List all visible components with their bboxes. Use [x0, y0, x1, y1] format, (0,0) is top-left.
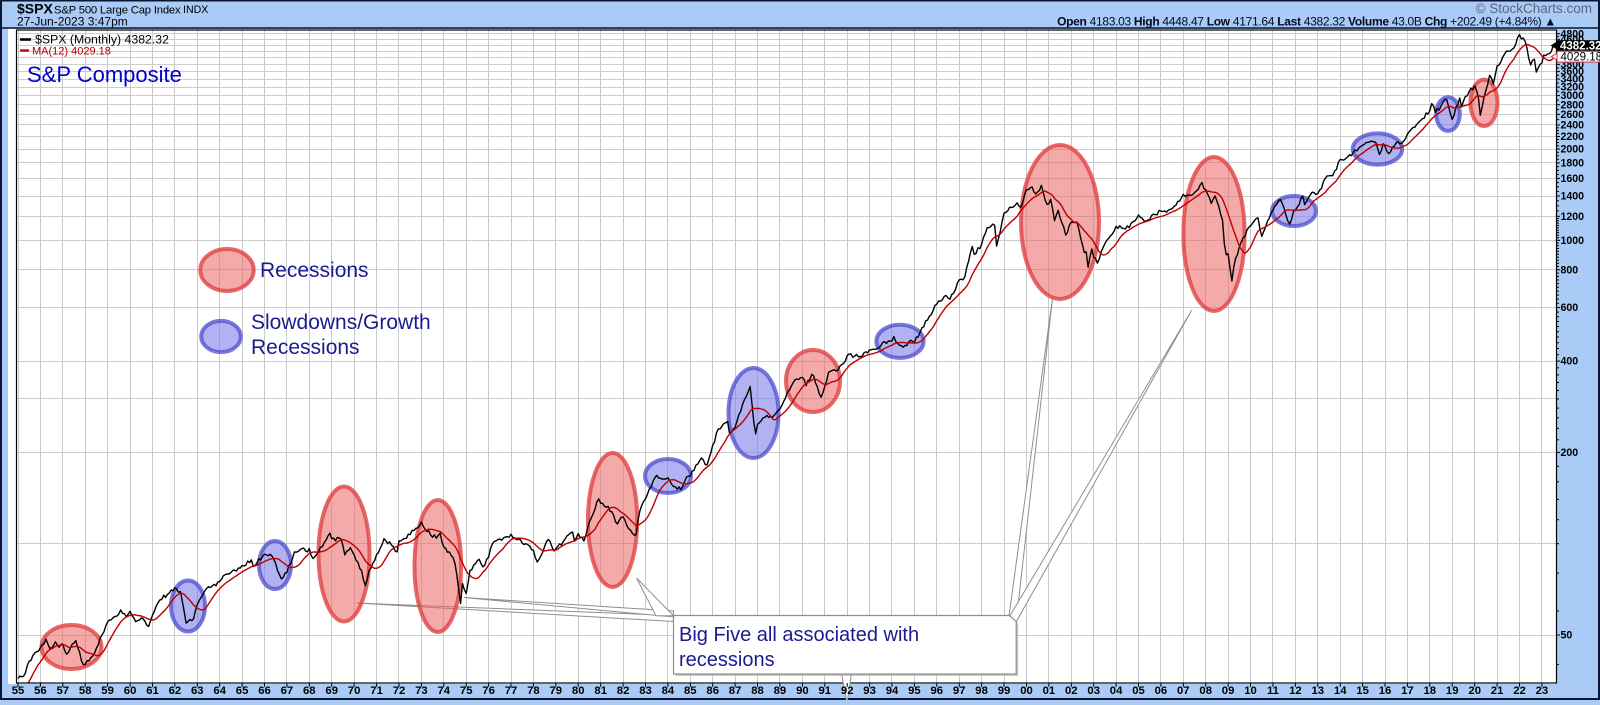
svg-text:S&P Composite: S&P Composite [27, 62, 182, 87]
svg-text:91: 91 [819, 685, 832, 697]
svg-text:2200: 2200 [1561, 131, 1585, 143]
svg-text:200: 200 [1561, 447, 1579, 459]
svg-text:Recessions: Recessions [251, 336, 360, 359]
svg-text:Slowdowns/Growth: Slowdowns/Growth [251, 311, 431, 334]
svg-text:05: 05 [1132, 685, 1145, 697]
svg-text:66: 66 [258, 685, 271, 697]
svg-text:1800: 1800 [1561, 158, 1585, 170]
svg-text:72: 72 [393, 685, 406, 697]
svg-text:Big Five all associated with: Big Five all associated with [679, 624, 919, 646]
svg-text:17: 17 [1401, 685, 1414, 697]
svg-text:00: 00 [1020, 685, 1033, 697]
svg-text:MA(12) 4029.18: MA(12) 4029.18 [32, 45, 111, 57]
svg-text:55: 55 [12, 685, 25, 697]
svg-text:60: 60 [124, 685, 137, 697]
svg-text:80: 80 [572, 685, 585, 697]
svg-text:74: 74 [438, 685, 451, 697]
svg-text:61: 61 [146, 685, 159, 697]
svg-text:87: 87 [729, 685, 742, 697]
svg-text:10: 10 [1244, 685, 1257, 697]
svg-text:09: 09 [1222, 685, 1235, 697]
svg-text:56: 56 [34, 685, 47, 697]
svg-text:04: 04 [1110, 685, 1123, 697]
svg-text:71: 71 [370, 685, 383, 697]
svg-text:1200: 1200 [1561, 211, 1585, 223]
svg-text:21: 21 [1491, 685, 1504, 697]
svg-text:1400: 1400 [1561, 191, 1585, 203]
svg-text:1000: 1000 [1561, 235, 1585, 247]
svg-text:65: 65 [236, 685, 249, 697]
svg-text:70: 70 [348, 685, 361, 697]
svg-text:98: 98 [975, 685, 988, 697]
svg-text:recessions: recessions [679, 649, 775, 671]
svg-text:15: 15 [1356, 685, 1369, 697]
svg-text:400: 400 [1561, 356, 1579, 368]
svg-text:99: 99 [998, 685, 1011, 697]
svg-text:67: 67 [281, 685, 294, 697]
svg-text:2400: 2400 [1561, 120, 1585, 132]
svg-text:03: 03 [1087, 685, 1100, 697]
svg-text:4029.18: 4029.18 [1561, 51, 1600, 63]
svg-text:07: 07 [1177, 685, 1190, 697]
svg-text:23: 23 [1536, 685, 1549, 697]
svg-text:88: 88 [751, 685, 764, 697]
svg-text:83: 83 [639, 685, 652, 697]
svg-text:62: 62 [169, 685, 182, 697]
svg-text:INDX: INDX [183, 4, 208, 16]
svg-text:18: 18 [1424, 685, 1437, 697]
svg-text:75: 75 [460, 685, 473, 697]
svg-text:78: 78 [527, 685, 540, 697]
svg-text:63: 63 [191, 685, 204, 697]
svg-text:86: 86 [706, 685, 719, 697]
svg-text:14: 14 [1334, 685, 1347, 697]
svg-text:96: 96 [931, 685, 944, 697]
svg-text:79: 79 [550, 685, 563, 697]
svg-text:16: 16 [1379, 685, 1392, 697]
svg-text:64: 64 [213, 685, 226, 697]
svg-text:50: 50 [1561, 630, 1573, 642]
svg-text:20: 20 [1468, 685, 1481, 697]
svg-text:59: 59 [101, 685, 114, 697]
svg-text:97: 97 [953, 685, 966, 697]
svg-text:Open 4183.03 High 4448.47 Low: Open 4183.03 High 4448.47 Low 4171.64 La… [1057, 14, 1556, 28]
svg-text:800: 800 [1561, 264, 1579, 276]
svg-text:13: 13 [1312, 685, 1325, 697]
svg-text:81: 81 [594, 685, 607, 697]
svg-text:73: 73 [415, 685, 428, 697]
svg-text:77: 77 [505, 685, 518, 697]
svg-text:58: 58 [79, 685, 92, 697]
svg-text:57: 57 [57, 685, 70, 697]
svg-text:02: 02 [1065, 685, 1078, 697]
svg-text:92: 92 [841, 685, 854, 697]
svg-text:76: 76 [482, 685, 495, 697]
svg-text:12: 12 [1289, 685, 1302, 697]
svg-text:27-Jun-2023 3:47pm: 27-Jun-2023 3:47pm [17, 14, 128, 28]
svg-text:89: 89 [774, 685, 787, 697]
svg-text:1600: 1600 [1561, 173, 1585, 185]
svg-text:08: 08 [1199, 685, 1212, 697]
svg-text:19: 19 [1446, 685, 1459, 697]
svg-text:68: 68 [303, 685, 316, 697]
svg-text:95: 95 [908, 685, 921, 697]
svg-text:85: 85 [684, 685, 697, 697]
svg-text:600: 600 [1561, 302, 1579, 314]
svg-text:11: 11 [1267, 685, 1279, 697]
svg-text:84: 84 [662, 685, 675, 697]
svg-text:06: 06 [1155, 685, 1168, 697]
svg-text:01: 01 [1043, 685, 1056, 697]
svg-text:2000: 2000 [1561, 144, 1585, 156]
svg-text:82: 82 [617, 685, 630, 697]
svg-text:90: 90 [796, 685, 809, 697]
svg-text:Recessions: Recessions [260, 259, 369, 282]
svg-text:94: 94 [886, 685, 899, 697]
svg-text:69: 69 [325, 685, 338, 697]
svg-text:22: 22 [1513, 685, 1526, 697]
svg-text:93: 93 [863, 685, 876, 697]
